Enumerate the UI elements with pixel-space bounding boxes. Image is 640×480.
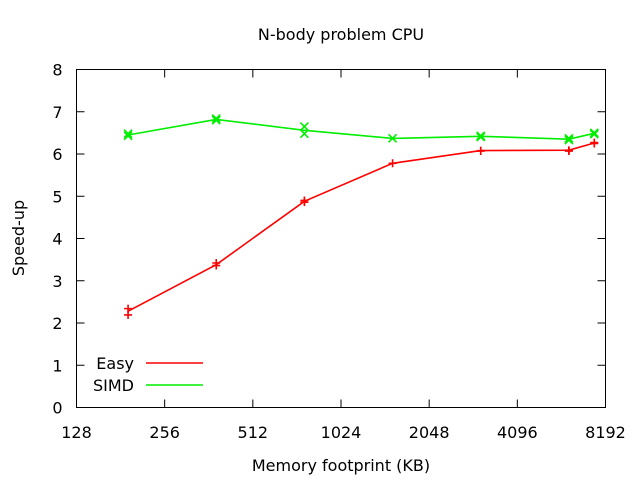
data-point-simd — [299, 121, 309, 132]
data-point-easy — [476, 147, 485, 156]
series-line-easy — [127, 142, 595, 312]
legend-label-simd: SIMD — [93, 376, 134, 395]
y-tick-label: 6 — [52, 145, 62, 164]
data-point-easy — [124, 310, 133, 319]
series-line-simd — [127, 118, 595, 141]
legend-label-easy: Easy — [96, 354, 134, 373]
y-tick-label: 1 — [52, 356, 62, 375]
data-point-simd — [589, 128, 599, 138]
x-tick-label: 4096 — [497, 423, 538, 442]
plot-frame — [76, 69, 606, 408]
data-point-simd — [589, 129, 599, 139]
x-tick-label: 1024 — [321, 423, 362, 442]
data-point-easy — [590, 139, 599, 148]
axis-ticks — [76, 69, 606, 408]
data-point-simd — [476, 132, 486, 142]
series-lines — [127, 118, 595, 312]
data-point-simd — [476, 131, 486, 141]
data-point-simd — [388, 133, 398, 143]
data-point-easy — [388, 159, 397, 168]
x-tick-label: 128 — [61, 423, 92, 442]
x-tick-labels: 128 256 512 1024 2048 4096 8192 — [61, 423, 626, 442]
x-tick-label: 512 — [238, 423, 269, 442]
data-point-simd — [123, 129, 133, 139]
chart-title: N-body problem CPU — [258, 25, 424, 44]
data-point-simd — [564, 133, 574, 143]
data-point-simd — [211, 113, 221, 124]
series-points — [123, 113, 599, 319]
y-tick-label: 2 — [52, 314, 62, 333]
y-tick-labels: 0 1 2 3 4 5 6 7 8 — [52, 61, 62, 418]
data-point-easy — [212, 261, 221, 270]
x-tick-label: 8192 — [585, 423, 626, 442]
x-axis-label: Memory footprint (KB) — [252, 456, 430, 475]
y-tick-label: 0 — [52, 399, 62, 418]
y-tick-label: 8 — [52, 61, 62, 80]
data-point-simd — [123, 131, 133, 141]
y-tick-label: 4 — [52, 230, 62, 249]
legend: Easy SIMD — [93, 354, 203, 395]
x-tick-label: 2048 — [409, 423, 450, 442]
data-point-easy — [300, 198, 309, 207]
data-point-easy — [564, 147, 573, 156]
y-tick-label: 3 — [52, 272, 62, 291]
y-tick-label: 7 — [52, 103, 62, 122]
y-axis-label: Speed-up — [9, 200, 28, 276]
x-tick-label: 256 — [149, 423, 180, 442]
data-point-simd — [299, 129, 309, 139]
data-point-simd — [211, 115, 221, 125]
y-tick-label: 5 — [52, 187, 62, 206]
data-point-simd — [564, 135, 574, 145]
